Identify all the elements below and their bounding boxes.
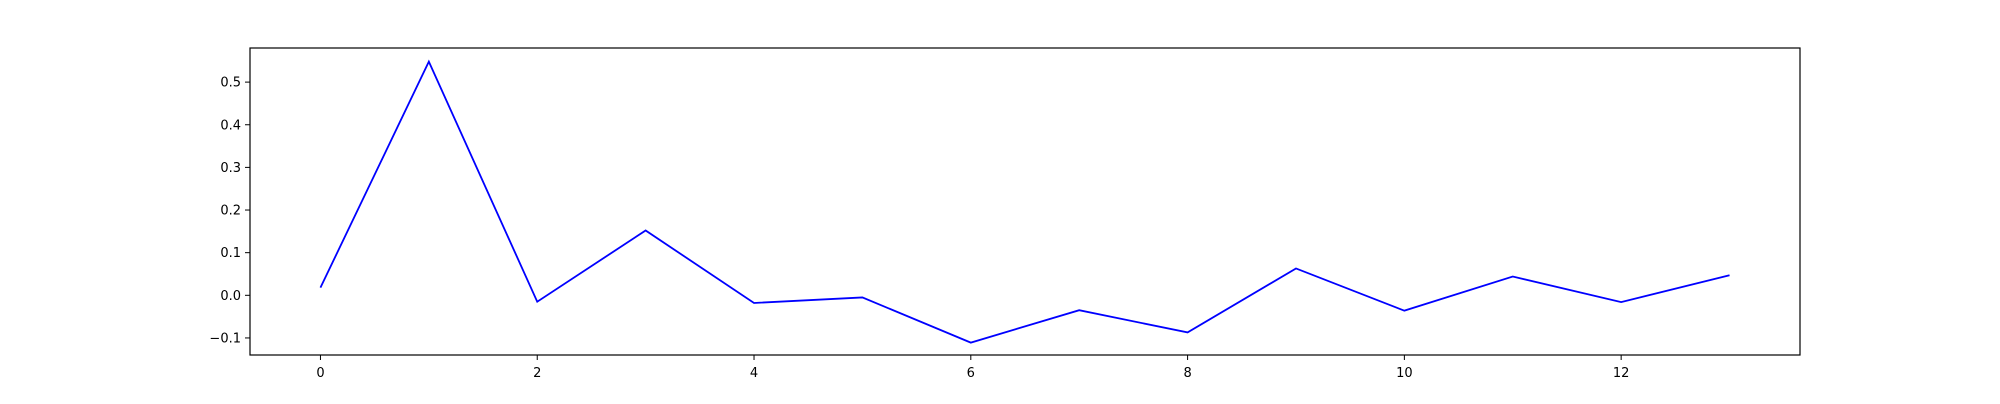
y-tick-label: 0.3 (220, 161, 241, 176)
x-tick-label: 10 (1396, 366, 1413, 381)
x-tick-label: 0 (316, 366, 324, 381)
plot-frame (249, 47, 1801, 356)
y-tick-label: 0.1 (220, 246, 241, 261)
x-tick-label: 6 (967, 366, 975, 381)
series-layer (319, 59, 1730, 344)
y-tick-label: 0.4 (220, 118, 241, 133)
y-tick-label: 0.2 (220, 204, 241, 219)
y-tick-label: 0.5 (220, 76, 241, 91)
x-tick-label: 2 (533, 366, 541, 381)
x-tick-label: 12 (1613, 366, 1630, 381)
x-tick-label: 8 (1183, 366, 1191, 381)
ticks-layer: 0 2 4 6 8 10 12 −0.1 0.0 0.1 0.2 0.3 0.4 0.5 (209, 76, 1629, 381)
x-tick-label: 4 (750, 366, 758, 381)
series-line (319, 59, 1730, 344)
y-tick-label: −0.1 (209, 331, 241, 346)
y-tick-label: 0.0 (220, 289, 241, 304)
